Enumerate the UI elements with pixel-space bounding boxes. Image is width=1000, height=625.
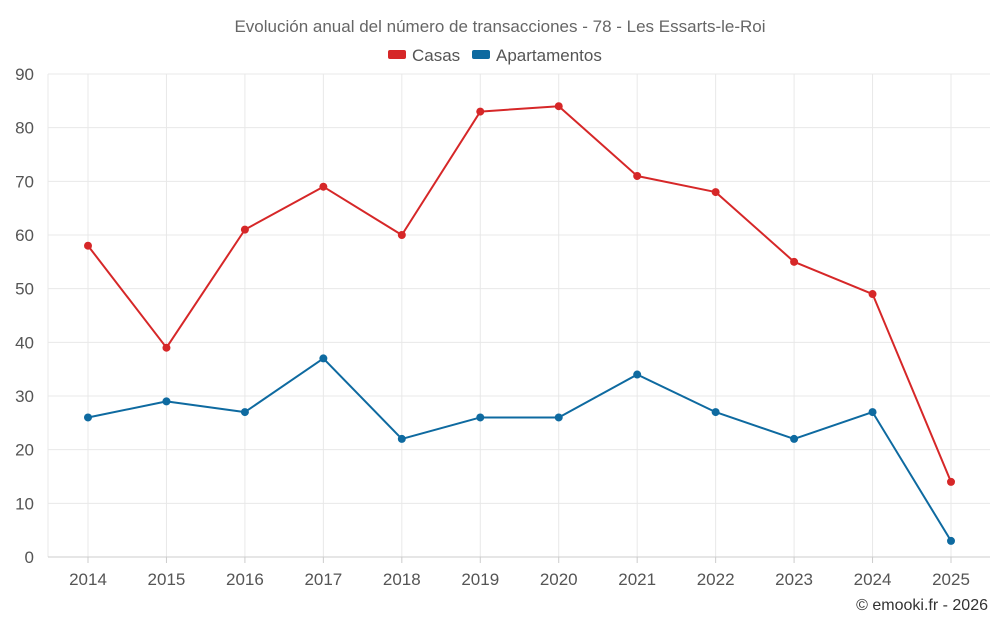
x-tick-label: 2014	[69, 570, 107, 589]
data-point-casas-2025[interactable]	[947, 477, 955, 486]
data-point-casas-2017[interactable]	[319, 182, 328, 191]
legend-label-apartamentos: Apartamentos	[496, 46, 602, 65]
y-tick-label: 50	[15, 280, 34, 299]
data-point-apartamentos-2022[interactable]	[711, 408, 720, 417]
x-tick-label: 2017	[304, 570, 342, 589]
x-tick-label: 2022	[697, 570, 735, 589]
data-point-casas-2020[interactable]	[554, 102, 563, 111]
legend-item-apartamentos[interactable]: Apartamentos	[472, 46, 602, 65]
legend-swatch-apartamentos	[472, 50, 490, 59]
chart-title: Evolución anual del número de transaccio…	[234, 17, 765, 36]
x-tick-label: 2023	[775, 570, 813, 589]
x-tick-label: 2024	[854, 570, 892, 589]
legend-swatch-casas	[388, 50, 406, 59]
y-tick-label: 70	[15, 172, 34, 191]
y-tick-label: 20	[15, 441, 34, 460]
data-point-apartamentos-2021[interactable]	[633, 370, 642, 379]
data-point-apartamentos-2025[interactable]	[947, 536, 955, 545]
y-tick-label: 30	[15, 387, 34, 406]
legend: Casas Apartamentos	[388, 46, 602, 65]
y-tick-label: 90	[15, 65, 34, 84]
data-point-apartamentos-2017[interactable]	[319, 354, 328, 363]
axes: 0 10 20 30 40 50 60 70 80 90 2014 2015 2016 2017 2018 2…	[15, 65, 990, 589]
data-point-apartamentos-2020[interactable]	[554, 413, 563, 422]
y-tick-label: 60	[15, 226, 34, 245]
x-tick-label: 2018	[383, 570, 421, 589]
x-tick-label: 2019	[461, 570, 499, 589]
data-point-casas-2022[interactable]	[711, 188, 720, 197]
series-apartamentos	[84, 354, 955, 545]
series-casas	[84, 102, 955, 486]
grid	[48, 73, 990, 557]
series-line-apartamentos	[87, 357, 952, 542]
data-point-casas-2015[interactable]	[162, 343, 171, 352]
credit-text: © emooki.fr - 2026	[856, 597, 988, 614]
data-point-apartamentos-2023[interactable]	[790, 434, 799, 443]
data-point-apartamentos-2019[interactable]	[476, 413, 485, 422]
x-tick-label: 2025	[932, 570, 970, 589]
data-point-casas-2016[interactable]	[240, 225, 249, 234]
data-point-casas-2024[interactable]	[868, 290, 877, 299]
data-point-apartamentos-2014[interactable]	[84, 413, 92, 422]
series	[84, 102, 955, 545]
x-tick-label: 2015	[148, 570, 186, 589]
data-point-casas-2023[interactable]	[790, 257, 799, 266]
x-tick-label: 2016	[226, 570, 264, 589]
data-point-casas-2014[interactable]	[84, 241, 92, 250]
data-point-casas-2018[interactable]	[397, 231, 406, 239]
y-tick-label: 80	[15, 119, 34, 138]
data-point-casas-2019[interactable]	[476, 107, 485, 116]
series-line-casas	[87, 105, 952, 483]
data-point-apartamentos-2018[interactable]	[397, 434, 406, 443]
y-tick-label: 10	[15, 494, 34, 513]
data-point-apartamentos-2016[interactable]	[240, 408, 249, 417]
legend-label-casas: Casas	[412, 46, 460, 65]
data-point-apartamentos-2015[interactable]	[162, 397, 171, 406]
y-tick-label: 0	[25, 548, 34, 567]
x-tick-label: 2021	[618, 570, 656, 589]
legend-item-casas[interactable]: Casas	[388, 46, 460, 65]
data-point-apartamentos-2024[interactable]	[868, 408, 877, 417]
x-tick-label: 2020	[540, 570, 578, 589]
y-tick-label: 40	[15, 333, 34, 352]
data-point-casas-2021[interactable]	[633, 171, 642, 180]
